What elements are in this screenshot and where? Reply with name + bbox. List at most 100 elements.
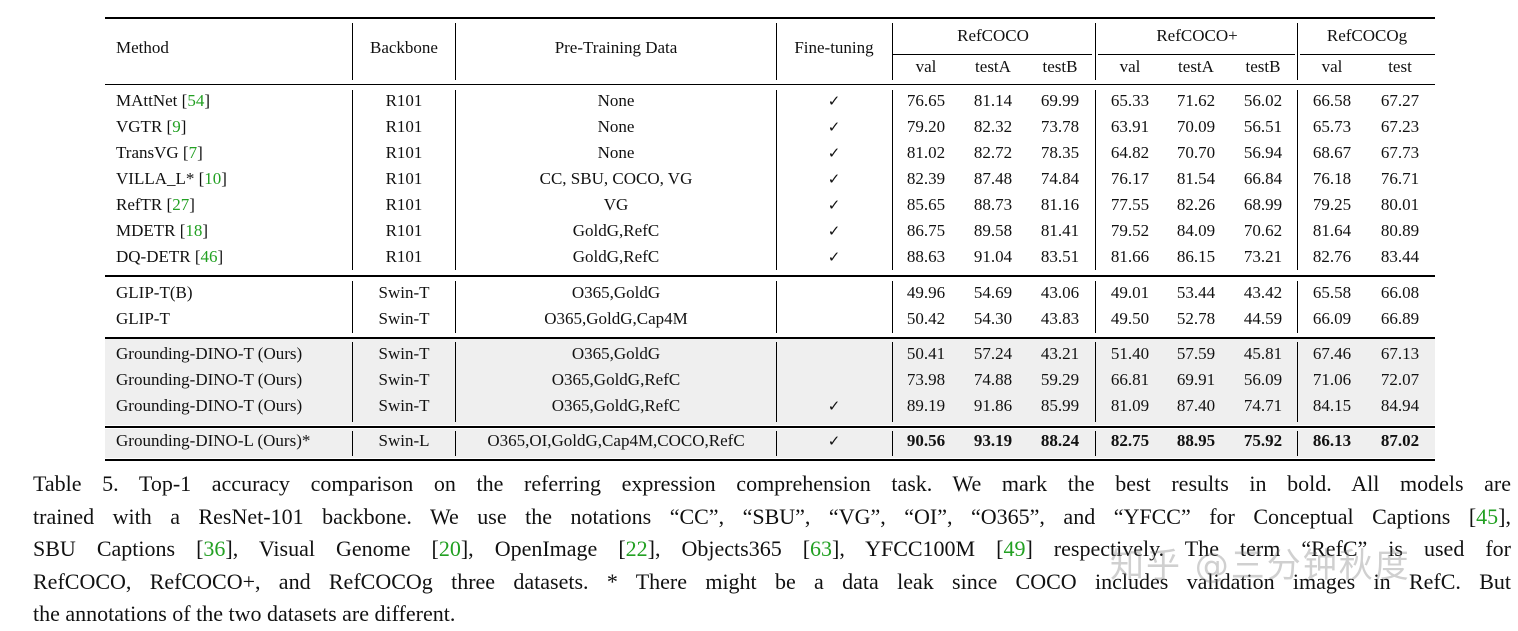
metric-cell: 70.70 bbox=[1176, 143, 1216, 162]
metric-cell: 67.23 bbox=[1380, 117, 1420, 136]
citation-link[interactable]: 49 bbox=[1003, 536, 1026, 561]
metric-cell: 66.84 bbox=[1243, 169, 1283, 188]
pretraining-cell: VG bbox=[603, 195, 629, 214]
metric-cell: 63.91 bbox=[1110, 117, 1150, 136]
metric-cell: 81.64 bbox=[1312, 221, 1352, 240]
metric-cell: 69.99 bbox=[1040, 91, 1080, 110]
metric-cell: 75.92 bbox=[1243, 431, 1283, 450]
column-rule bbox=[776, 281, 777, 333]
metric-cell: 89.58 bbox=[973, 221, 1013, 240]
method-name: DQ-DETR [46] bbox=[116, 247, 224, 266]
citation-link[interactable]: 20 bbox=[438, 536, 461, 561]
method-name: VGTR [9] bbox=[116, 117, 187, 136]
metric-cell: 90.56 bbox=[906, 431, 946, 450]
metric-cell: 66.09 bbox=[1312, 309, 1352, 328]
metric-cell: 79.25 bbox=[1312, 195, 1352, 214]
citation-link[interactable]: 9 bbox=[172, 117, 181, 136]
metric-cell: 82.26 bbox=[1176, 195, 1216, 214]
pretraining-cell: GoldG,RefC bbox=[572, 247, 660, 266]
table-rule bbox=[105, 84, 1435, 85]
table-rule bbox=[105, 17, 1435, 19]
column-rule bbox=[1095, 431, 1096, 456]
column-rule bbox=[352, 23, 353, 80]
metric-cell: 71.06 bbox=[1312, 370, 1352, 389]
column-rule bbox=[892, 23, 893, 80]
metric-cell: 81.09 bbox=[1110, 396, 1150, 415]
column-rule bbox=[1297, 431, 1298, 456]
row-shading bbox=[105, 429, 1435, 458]
check-icon: ✓ bbox=[827, 144, 841, 162]
backbone-cell: Swin-T bbox=[378, 370, 430, 389]
header-backbone: Backbone bbox=[370, 38, 438, 57]
header-refcocog: RefCOCOg bbox=[1326, 26, 1408, 45]
pretraining-cell: None bbox=[597, 91, 635, 110]
method-name: MDETR [18] bbox=[116, 221, 209, 240]
citation-link[interactable]: 63 bbox=[810, 536, 833, 561]
metric-cell: 69.91 bbox=[1176, 370, 1216, 389]
metric-cell: 82.75 bbox=[1110, 431, 1150, 450]
citation-link[interactable]: 10 bbox=[204, 169, 222, 188]
metric-cell: 93.19 bbox=[973, 431, 1013, 450]
backbone-cell: Swin-T bbox=[378, 344, 430, 363]
column-rule bbox=[892, 431, 893, 456]
pretraining-cell: O365,GoldG bbox=[571, 344, 661, 363]
table-rule bbox=[105, 337, 1435, 339]
metric-cell: 57.24 bbox=[973, 344, 1013, 363]
metric-cell: 76.65 bbox=[906, 91, 946, 110]
metric-cell: 87.02 bbox=[1380, 431, 1420, 450]
watermark: 知乎 @三分钟秋度 bbox=[1110, 546, 1411, 586]
metric-cell: 88.95 bbox=[1176, 431, 1216, 450]
method-name: TransVG [7] bbox=[116, 143, 203, 162]
header-subcol: testB bbox=[1042, 57, 1078, 76]
citation-link[interactable]: 7 bbox=[188, 143, 198, 162]
metric-cell: 84.09 bbox=[1176, 221, 1216, 240]
metric-cell: 74.84 bbox=[1040, 169, 1080, 188]
citation-link[interactable]: 18 bbox=[185, 221, 203, 240]
backbone-cell: R101 bbox=[385, 247, 423, 266]
group-rule bbox=[893, 54, 1092, 55]
check-icon: ✓ bbox=[827, 222, 841, 240]
metric-cell: 66.58 bbox=[1312, 91, 1352, 110]
column-rule bbox=[776, 23, 777, 80]
method-name: GLIP-T bbox=[116, 309, 170, 328]
column-rule bbox=[455, 23, 456, 80]
citation-link[interactable]: 36 bbox=[203, 536, 226, 561]
backbone-cell: R101 bbox=[385, 169, 423, 188]
citation-link[interactable]: 45 bbox=[1476, 503, 1499, 529]
check-icon: ✓ bbox=[827, 92, 841, 110]
column-rule bbox=[892, 90, 893, 270]
backbone-cell: Swin-T bbox=[378, 309, 430, 328]
metric-cell: 79.52 bbox=[1110, 221, 1150, 240]
backbone-cell: Swin-T bbox=[378, 283, 430, 302]
method-name: GLIP-T(B) bbox=[116, 283, 193, 302]
column-rule bbox=[352, 90, 353, 270]
metric-cell: 49.50 bbox=[1110, 309, 1150, 328]
metric-cell: 56.09 bbox=[1243, 370, 1283, 389]
backbone-cell: R101 bbox=[385, 91, 423, 110]
citation-link[interactable]: 54 bbox=[187, 91, 205, 110]
backbone-cell: R101 bbox=[385, 195, 423, 214]
column-rule bbox=[1095, 281, 1096, 333]
metric-cell: 74.71 bbox=[1243, 396, 1283, 415]
pretraining-cell: O365,GoldG,Cap4M bbox=[544, 309, 688, 328]
metric-cell: 59.29 bbox=[1040, 370, 1080, 389]
metric-cell: 57.59 bbox=[1176, 344, 1216, 363]
citation-link[interactable]: 27 bbox=[172, 195, 190, 214]
check-icon: ✓ bbox=[827, 196, 841, 214]
metric-cell: 50.41 bbox=[906, 344, 946, 363]
citation-link[interactable]: 46 bbox=[200, 247, 218, 266]
header-subcol: testA bbox=[1178, 57, 1214, 76]
metric-cell: 43.06 bbox=[1040, 283, 1080, 302]
citation-link[interactable]: 22 bbox=[625, 536, 648, 561]
metric-cell: 86.15 bbox=[1176, 247, 1216, 266]
metric-cell: 73.98 bbox=[906, 370, 946, 389]
pretraining-cell: O365,GoldG,RefC bbox=[551, 396, 681, 415]
metric-cell: 71.62 bbox=[1176, 91, 1216, 110]
metric-cell: 85.99 bbox=[1040, 396, 1080, 415]
header-refcocoplus: RefCOCO+ bbox=[1156, 26, 1238, 45]
metric-cell: 80.01 bbox=[1380, 195, 1420, 214]
metric-cell: 66.89 bbox=[1380, 309, 1420, 328]
header-refcoco: RefCOCO bbox=[957, 26, 1029, 45]
column-rule bbox=[892, 342, 893, 422]
metric-cell: 83.44 bbox=[1380, 247, 1420, 266]
